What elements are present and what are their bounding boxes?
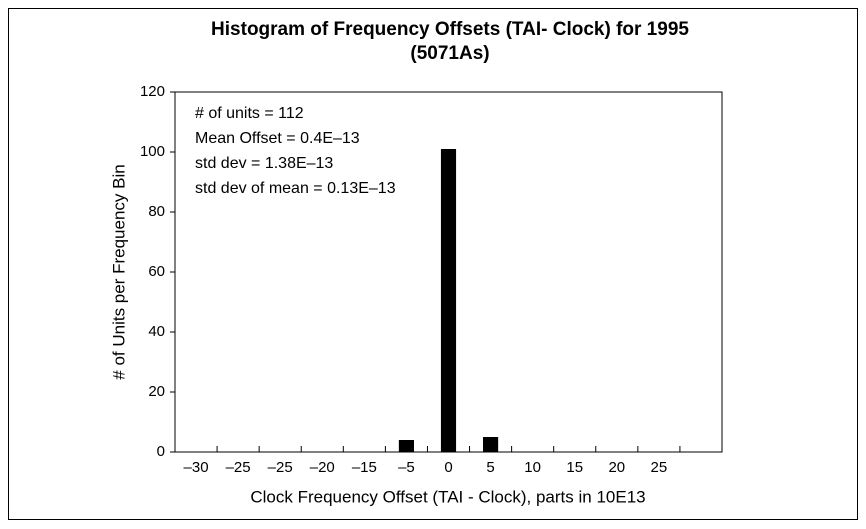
x-tick-label: 0	[444, 459, 452, 476]
chart-title: Histogram of Frequency Offsets (TAI- Clo…	[211, 19, 689, 40]
chart-subtitle: (5071As)	[410, 43, 489, 64]
y-tick-label: 0	[157, 443, 165, 460]
annotation: std dev = 1.38E–13	[195, 155, 333, 172]
y-tick-label: 80	[148, 203, 165, 220]
annotation: std dev of mean = 0.13E–13	[195, 180, 396, 197]
y-axis-label: # of Units per Frequency Bin	[109, 164, 128, 379]
bar	[440, 149, 457, 452]
x-tick-label: –15	[352, 459, 377, 476]
bar	[483, 437, 499, 452]
frame	[8, 8, 858, 520]
x-tick-label: 15	[566, 459, 583, 476]
x-tick-label: 10	[524, 459, 541, 476]
x-axis-label: Clock Frequency Offset (TAI - Clock), pa…	[250, 487, 645, 506]
y-tick-label: 20	[148, 383, 165, 400]
y-tick-label: 40	[148, 323, 165, 340]
x-tick-label: –25	[226, 459, 251, 476]
x-tick-label: 25	[651, 459, 668, 476]
x-tick-label: –5	[398, 459, 415, 476]
annotation: Mean Offset = 0.4E–13	[195, 130, 360, 147]
x-tick-label: 20	[608, 459, 625, 476]
x-tick-label: –30	[184, 459, 209, 476]
annotation: # of units = 112	[195, 105, 304, 122]
x-tick-label: 5	[486, 459, 494, 476]
y-tick-label: 120	[140, 83, 165, 100]
x-tick-label: –25	[268, 459, 293, 476]
y-tick-label: 60	[148, 263, 165, 280]
x-tick-label: –20	[310, 459, 335, 476]
bar	[398, 440, 414, 452]
y-tick-label: 100	[140, 143, 165, 160]
